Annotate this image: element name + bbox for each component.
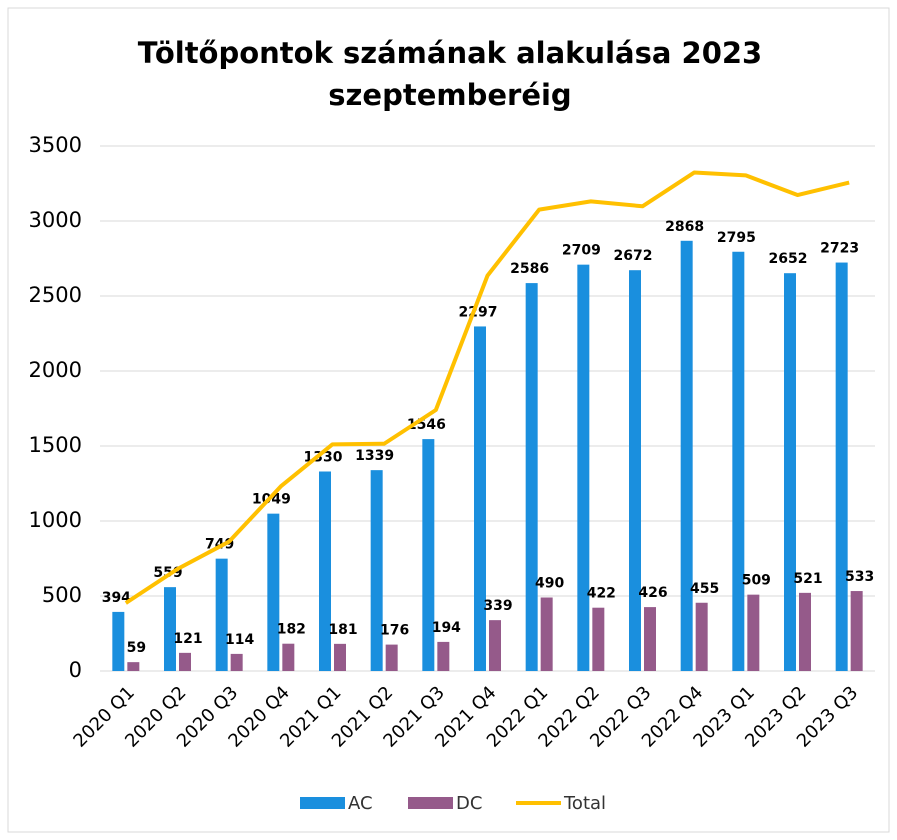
bar (695, 602, 708, 671)
data-label: 176 (380, 623, 409, 639)
y-tick-label: 0 (69, 658, 82, 682)
data-label: 181 (328, 622, 357, 638)
bar (835, 262, 848, 671)
bar (112, 611, 125, 671)
data-label: 59 (127, 640, 146, 656)
bar (489, 620, 501, 671)
bar (799, 592, 811, 671)
bar (230, 653, 243, 671)
data-label: 182 (277, 622, 306, 638)
data-label: 339 (483, 598, 512, 614)
y-tick-label: 1000 (29, 508, 82, 532)
legend-label: DC (456, 793, 482, 814)
data-label: 422 (587, 586, 616, 602)
data-label: 1339 (355, 448, 394, 464)
bar (629, 270, 641, 671)
bar (644, 607, 656, 671)
data-label: 533 (845, 569, 874, 585)
y-tick-label: 3000 (29, 208, 82, 232)
data-label: 2868 (665, 219, 704, 235)
bar (164, 587, 176, 671)
y-tick-label: 500 (42, 583, 82, 607)
bar (370, 470, 383, 671)
bar (334, 643, 346, 671)
bar (474, 326, 486, 671)
y-tick-label: 2500 (29, 283, 82, 307)
bar (592, 607, 605, 671)
bar (385, 644, 398, 671)
legend-swatch (408, 797, 453, 809)
data-label: 194 (432, 620, 461, 636)
bar (282, 643, 295, 671)
bar (747, 594, 760, 671)
data-label: 521 (793, 571, 822, 587)
legend-label: AC (348, 793, 373, 814)
bar (319, 471, 331, 671)
bar (577, 264, 590, 671)
bar (422, 439, 435, 671)
data-label: 2297 (459, 304, 498, 320)
bar (437, 641, 450, 671)
data-label: 1049 (252, 492, 291, 508)
data-label: 394 (102, 590, 131, 606)
line-series (124, 170, 850, 605)
data-label: 114 (225, 632, 254, 648)
data-label: 490 (535, 576, 564, 592)
bar (179, 652, 191, 671)
y-tick-label: 3500 (29, 133, 82, 157)
legend-label: Total (563, 793, 606, 814)
y-tick-label: 1500 (29, 433, 82, 457)
bar (525, 283, 538, 671)
data-label: 2795 (717, 230, 756, 246)
data-label: 2709 (562, 243, 601, 259)
bar (215, 558, 228, 671)
bar (784, 273, 796, 671)
bar (732, 251, 745, 671)
data-label: 426 (638, 585, 667, 601)
y-tick-label: 2000 (29, 358, 82, 382)
data-label: 2723 (820, 241, 859, 257)
data-label: 121 (173, 631, 202, 647)
bar (540, 597, 553, 671)
bar (850, 591, 863, 671)
data-label: 2672 (614, 248, 653, 264)
chart-border (7, 7, 890, 833)
bar (127, 662, 140, 671)
data-label: 2652 (769, 251, 808, 267)
chart-title: Töltőpontok számának alakulása 2023 szep… (137, 36, 763, 112)
data-label: 509 (742, 573, 771, 589)
bar (267, 513, 280, 671)
data-label: 455 (690, 581, 719, 597)
legend-swatch (300, 797, 345, 809)
data-label: 2586 (510, 261, 549, 277)
bar (680, 240, 693, 672)
